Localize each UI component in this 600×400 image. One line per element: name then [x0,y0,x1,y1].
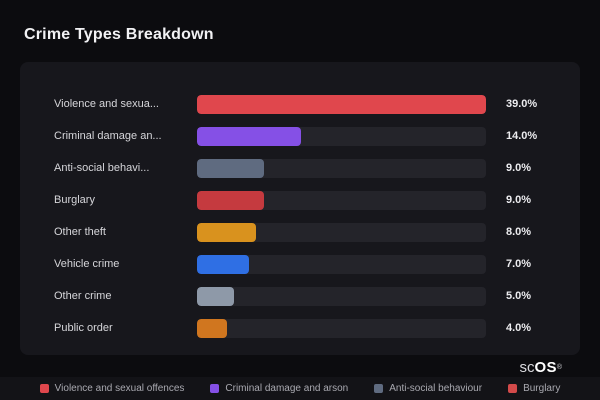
category-label: Anti-social behavi... [54,162,150,174]
legend-label: Burglary [523,383,561,394]
category-label: Other theft [54,226,106,238]
bar-track [197,158,486,178]
registered-mark: ® [556,364,562,371]
bar-chart: Violence and sexua... 39.0% Criminal damag… [54,88,552,344]
bar-track [197,94,486,114]
chart-row: Other theft 8.0% [54,216,552,248]
bar[interactable] [197,126,301,146]
value-label: 7.0% [506,258,532,270]
category-label: Criminal damage an... [54,130,162,142]
value-label: 8.0% [506,226,532,238]
legend-bar: Violence and sexual offences Criminal dam… [0,377,600,400]
value-label: 4.0% [506,322,532,334]
legend-item[interactable]: Burglary [508,383,560,394]
value-label: 14.0% [506,130,538,142]
category-label: Violence and sexua... [54,98,159,110]
chart-row: Violence and sexua... 39.0% [54,88,552,120]
value-label: 9.0% [506,194,532,206]
chart-row: Vehicle crime 7.0% [54,248,552,280]
category-label: Burglary [54,194,95,206]
bar-track [197,190,486,210]
bar-track [197,254,486,274]
legend-swatch-icon [374,384,384,393]
legend-swatch-icon [210,384,220,393]
chart-row: Criminal damage an... 14.0% [54,120,552,152]
bar-track [197,318,486,338]
value-label: 5.0% [506,290,532,302]
bar[interactable] [197,254,249,274]
legend-item[interactable]: Criminal damage and arson [210,383,348,394]
category-label: Other crime [54,290,112,302]
legend-swatch-icon [39,384,49,393]
value-label: 9.0% [506,162,532,174]
brand-suffix: OS [534,359,557,376]
category-label: Vehicle crime [54,258,120,270]
brand-logo: scOS® [520,360,562,376]
bar[interactable] [197,190,264,210]
bar[interactable] [197,318,227,338]
legend-label: Anti-social behaviour [389,383,483,394]
chart-row: Public order 4.0% [54,312,552,344]
page-title: Crime Types Breakdown [24,26,214,43]
bar-track [197,286,486,306]
bar-track [197,222,486,242]
legend-swatch-icon [508,384,518,393]
bar[interactable] [197,158,264,178]
brand-prefix: sc [519,359,535,376]
bar[interactable] [197,94,486,114]
bar[interactable] [197,222,257,242]
legend-item[interactable]: Anti-social behaviour [374,383,482,394]
legend-label: Violence and sexual offences [54,383,185,394]
chart-panel: Violence and sexua... 39.0% Criminal damag… [20,62,580,355]
chart-row: Other crime 5.0% [54,280,552,312]
bar-track [197,126,486,146]
bar[interactable] [197,286,235,306]
category-label: Public order [54,322,113,334]
legend-label: Criminal damage and arson [225,383,349,394]
value-label: 39.0% [506,98,538,110]
legend-item[interactable]: Violence and sexual offences [39,383,185,394]
chart-row: Burglary 9.0% [54,184,552,216]
chart-row: Anti-social behavi... 9.0% [54,152,552,184]
